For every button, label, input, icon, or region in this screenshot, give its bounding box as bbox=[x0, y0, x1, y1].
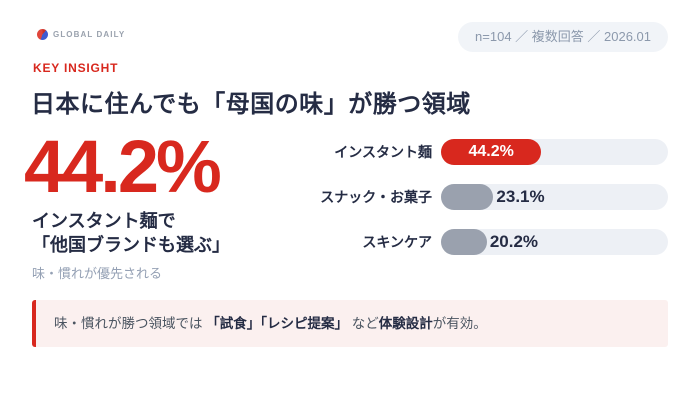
insight-note: 味・慣れが勝つ領域では 「試食」「レシピ提案」 など体験設計が有効。 bbox=[32, 300, 668, 347]
brand-name: GLOBAL DAILY bbox=[53, 30, 126, 39]
brand-logo-icon bbox=[37, 29, 48, 40]
bar-label: インスタント麺 bbox=[334, 144, 432, 160]
kpi-value: 44.2% bbox=[24, 125, 222, 208]
chart-row: スナック・お菓子 23.1% bbox=[310, 184, 668, 210]
note-text: など bbox=[348, 316, 379, 331]
bar-label: スナック・お菓子 bbox=[320, 189, 432, 205]
bar-fill bbox=[441, 229, 487, 255]
brand: GLOBAL DAILY bbox=[37, 29, 125, 40]
chart-row: スキンケア 20.2% bbox=[310, 229, 668, 255]
bar-value: 44.2% bbox=[468, 143, 514, 160]
bar-value: 23.1% bbox=[496, 187, 545, 206]
bar-track: 20.2% bbox=[441, 229, 668, 255]
kpi-desc-line1: インスタント麺で bbox=[32, 211, 176, 231]
bar-track: 23.1% bbox=[441, 184, 668, 210]
bar-label: スキンケア bbox=[362, 234, 432, 250]
note-text: 味・慣れが勝つ領域では bbox=[54, 316, 207, 331]
kpi-desc-line2: 「他国ブランドも選ぶ」 bbox=[32, 235, 230, 256]
page-title: 日本に住んでも「母国の味」が勝つ領域 bbox=[31, 91, 471, 118]
kpi-caption: 味・慣れが優先される bbox=[32, 266, 163, 281]
bar-fill: 44.2% bbox=[441, 139, 542, 165]
chart-row: インスタント麺 44.2% bbox=[310, 139, 668, 165]
note-bold-experience: 体験設計 bbox=[378, 316, 433, 331]
bar-track: 44.2% bbox=[441, 139, 668, 165]
kpi-description: インスタント麺で 「他国ブランドも選ぶ」 bbox=[32, 209, 230, 258]
bar-chart: インスタント麺 44.2% スナック・お菓子 23.1% スキンケア 20.2% bbox=[310, 139, 668, 274]
note-bold-tasting: 「試食」「レシピ提案」 bbox=[206, 316, 349, 331]
note-text: が有効。 bbox=[432, 316, 487, 331]
survey-meta-badge: n=104 ／ 複数回答 ／ 2026.01 bbox=[458, 22, 668, 52]
key-insight-label: KEY INSIGHT bbox=[33, 61, 119, 75]
bar-value: 20.2% bbox=[489, 232, 539, 251]
bar-fill bbox=[441, 184, 494, 210]
